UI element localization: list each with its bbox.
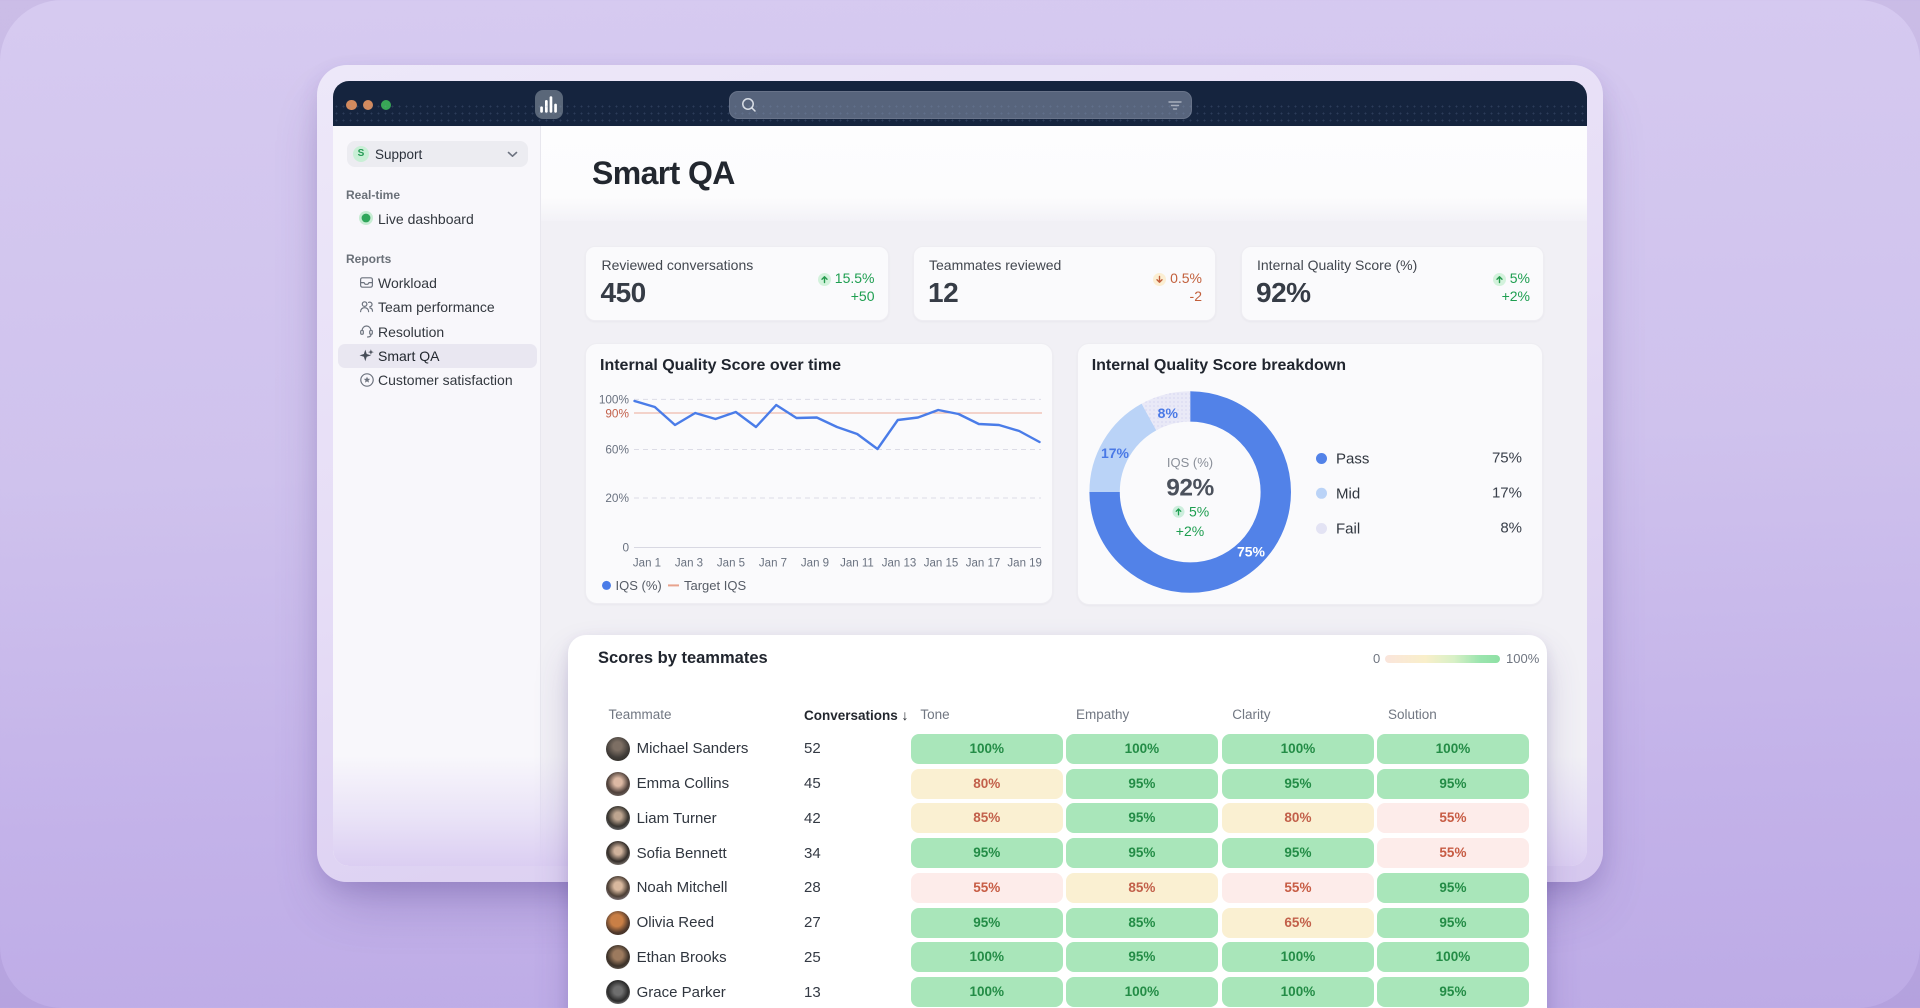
svg-text:Pass: Pass: [1336, 450, 1369, 467]
svg-text:8%: 8%: [1157, 405, 1178, 421]
svg-text:5%: 5%: [1189, 503, 1209, 519]
svg-text:Jan 1: Jan 1: [633, 558, 661, 570]
svg-text:IQS (%): IQS (%): [1167, 455, 1213, 470]
svg-text:IQS (%): IQS (%): [616, 578, 662, 593]
svg-text:60%: 60%: [605, 443, 629, 457]
svg-text:100%: 100%: [599, 393, 630, 407]
svg-text:Mid: Mid: [1336, 485, 1360, 502]
svg-text:+2%: +2%: [1175, 522, 1203, 538]
svg-text:Jan 7: Jan 7: [759, 558, 787, 570]
svg-text:90%: 90%: [605, 407, 629, 421]
svg-text:17%: 17%: [1101, 445, 1130, 461]
svg-text:92%: 92%: [1166, 474, 1214, 501]
svg-text:0: 0: [622, 541, 629, 555]
svg-text:Jan 11: Jan 11: [840, 558, 874, 570]
svg-text:Jan 9: Jan 9: [801, 558, 829, 570]
svg-text:17%: 17%: [1492, 484, 1522, 501]
svg-text:Jan 15: Jan 15: [924, 558, 959, 570]
svg-text:20%: 20%: [605, 491, 629, 505]
svg-text:Fail: Fail: [1336, 520, 1360, 537]
svg-text:75%: 75%: [1492, 449, 1522, 466]
svg-text:75%: 75%: [1237, 543, 1266, 559]
svg-text:Target IQS: Target IQS: [684, 578, 746, 593]
svg-text:8%: 8%: [1500, 519, 1522, 536]
svg-text:Jan 3: Jan 3: [675, 558, 703, 570]
svg-text:Jan 5: Jan 5: [717, 558, 745, 570]
svg-text:Jan 13: Jan 13: [882, 558, 917, 570]
svg-text:Jan 19: Jan 19: [1007, 558, 1042, 570]
svg-text:Jan 17: Jan 17: [966, 558, 1001, 570]
